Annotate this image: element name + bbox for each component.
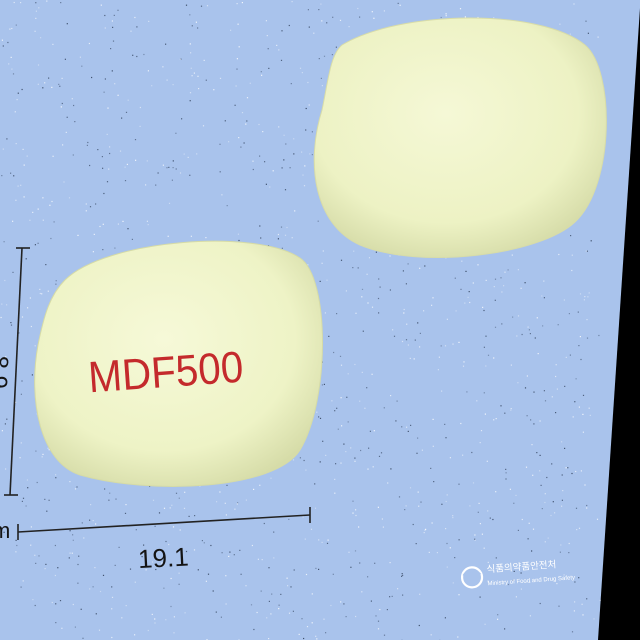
- height-dimension: 8.9 m: [0, 247, 30, 543]
- tablet-back: [313, 17, 607, 258]
- unit-label: m: [0, 518, 10, 543]
- tablet-front: MDF500: [34, 240, 323, 487]
- height-label: 8.9: [0, 355, 13, 390]
- width-label: 19.1: [137, 542, 189, 575]
- mfds-emblem-icon: [460, 566, 484, 589]
- tablet-imprint: MDF500: [87, 342, 245, 402]
- width-dimension: 19.1: [17, 507, 311, 575]
- logo-korean-name: 식품의약품안전처: [486, 558, 557, 575]
